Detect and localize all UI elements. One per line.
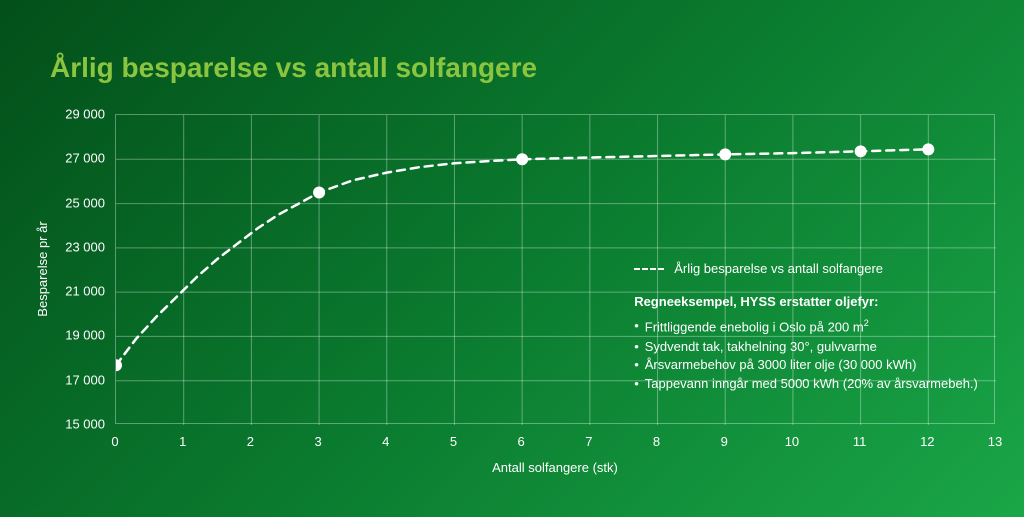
x-tick-label: 13 bbox=[988, 434, 1002, 449]
x-tick-label: 0 bbox=[111, 434, 118, 449]
x-tick-label: 7 bbox=[585, 434, 592, 449]
y-tick-label: 25 000 bbox=[65, 195, 105, 210]
y-tick-label: 27 000 bbox=[65, 151, 105, 166]
x-axis-label: Antall solfangere (stk) bbox=[492, 460, 618, 475]
y-tick-label: 15 000 bbox=[65, 417, 105, 432]
legend-label: Årlig besparelse vs antall solfangere bbox=[674, 260, 883, 279]
x-tick-label: 3 bbox=[314, 434, 321, 449]
x-tick-label: 12 bbox=[920, 434, 934, 449]
x-tick-label: 11 bbox=[853, 434, 867, 449]
info-bullet: Frittliggende enebolig i Oslo på 200 m2 bbox=[634, 317, 978, 337]
y-tick-label: 23 000 bbox=[65, 239, 105, 254]
info-box: Årlig besparelse vs antall solfangere Reg… bbox=[634, 260, 978, 394]
y-tick-label: 29 000 bbox=[65, 107, 105, 122]
x-tick-label: 4 bbox=[382, 434, 389, 449]
info-bullet: Sydvendt tak, takhelning 30°, gulvvarme bbox=[634, 338, 978, 357]
x-tick-label: 9 bbox=[721, 434, 728, 449]
legend-dash-icon bbox=[634, 268, 664, 270]
info-bullet: Årsvarmebehov på 3000 liter olje (30 000… bbox=[634, 356, 978, 375]
y-tick-label: 17 000 bbox=[65, 372, 105, 387]
x-tick-label: 1 bbox=[179, 434, 186, 449]
info-bullet: Tappevann inngår med 5000 kWh (20% av år… bbox=[634, 375, 978, 394]
x-tick-label: 6 bbox=[518, 434, 525, 449]
legend-row: Årlig besparelse vs antall solfangere bbox=[634, 260, 978, 279]
x-tick-label: 2 bbox=[247, 434, 254, 449]
info-heading: Regneeksempel, HYSS erstatter oljefyr: bbox=[634, 293, 978, 312]
y-tick-label: 19 000 bbox=[65, 328, 105, 343]
x-tick-label: 10 bbox=[785, 434, 799, 449]
x-tick-label: 5 bbox=[450, 434, 457, 449]
chart-title: Årlig besparelse vs antall solfangere bbox=[50, 52, 537, 84]
y-tick-label: 21 000 bbox=[65, 284, 105, 299]
y-axis-label: Besparelse pr år bbox=[35, 221, 50, 316]
x-tick-label: 8 bbox=[653, 434, 660, 449]
